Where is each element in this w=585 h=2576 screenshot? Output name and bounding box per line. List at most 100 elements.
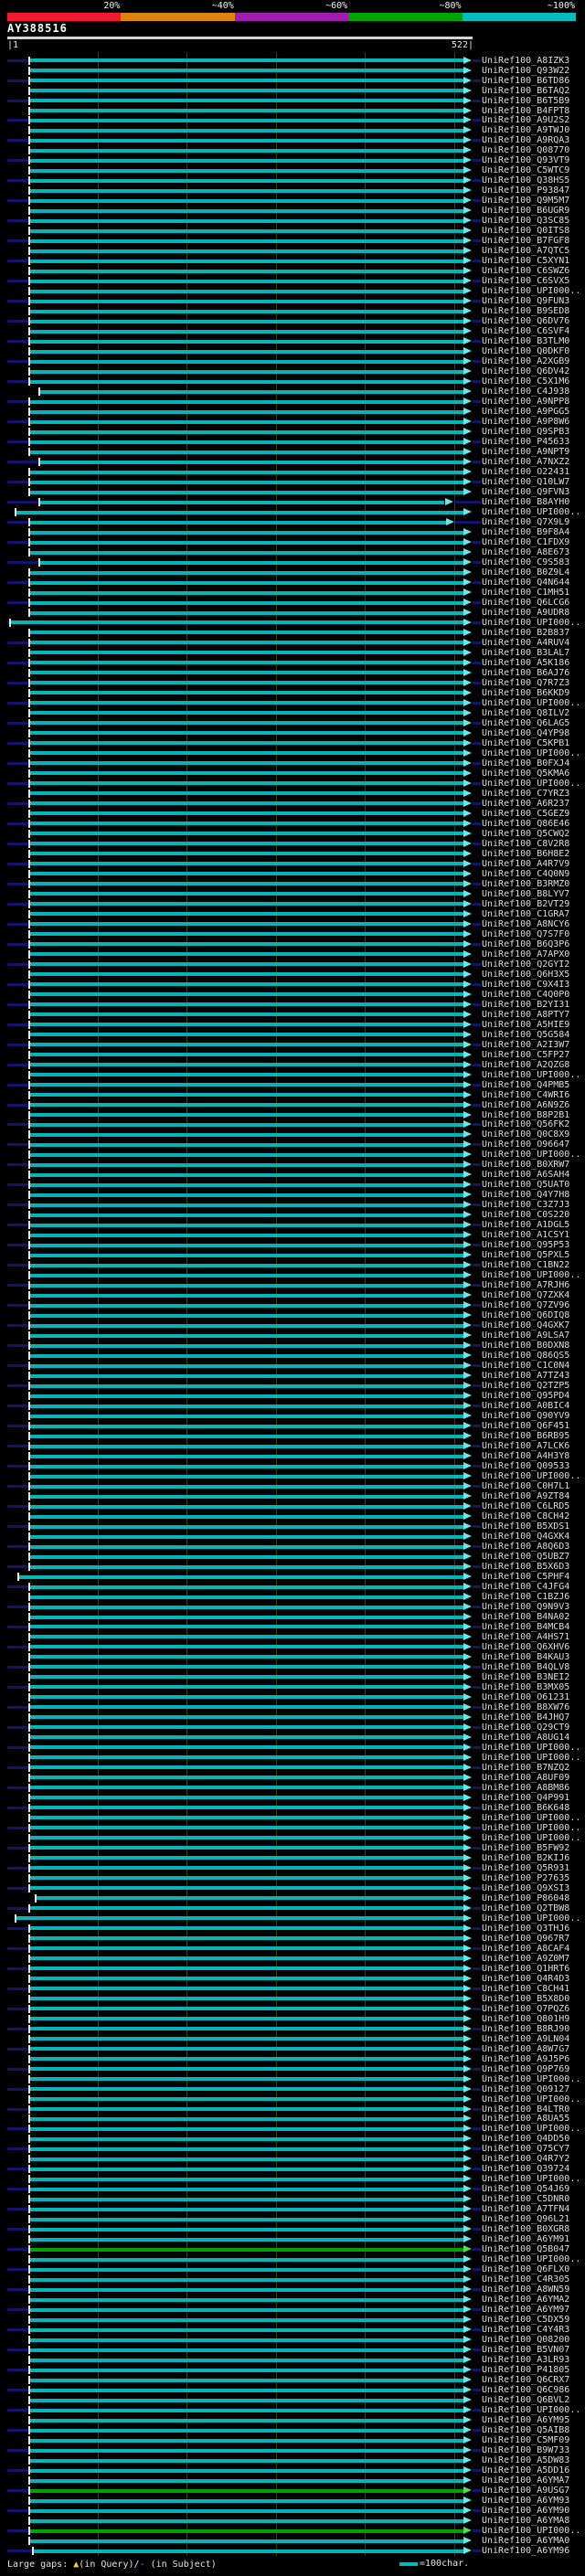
hit-bar[interactable] bbox=[30, 761, 463, 766]
alignment-row[interactable]: UniRef100_Q9N9V3 bbox=[0, 1602, 585, 1612]
hit-label[interactable]: UniRef100_B6K648 bbox=[482, 1802, 570, 1813]
alignment-row[interactable]: UniRef100_Q4GXK4 bbox=[0, 1532, 585, 1542]
hit-bar[interactable] bbox=[30, 2398, 463, 2402]
hit-label[interactable]: UniRef100_B0DXN8 bbox=[482, 1341, 570, 1352]
hit-bar[interactable] bbox=[30, 480, 463, 484]
alignment-row[interactable]: UniRef100_B7FGF8 bbox=[0, 236, 585, 246]
hit-label[interactable]: UniRef100_Q5AIB8 bbox=[482, 2425, 570, 2436]
alignment-row[interactable]: UniRef100_C9X4I3 bbox=[0, 980, 585, 990]
alignment-row[interactable]: UniRef100_Q93W22 bbox=[0, 66, 585, 76]
alignment-row[interactable]: UniRef100_Q38HS5 bbox=[0, 175, 585, 186]
alignment-row[interactable]: UniRef100_Q5UBZ7 bbox=[0, 1552, 585, 1562]
hit-label[interactable]: UniRef100_Q9P769 bbox=[482, 2063, 570, 2074]
hit-label[interactable]: UniRef100_A6YMA2 bbox=[482, 2295, 570, 2306]
alignment-row[interactable]: UniRef100_Q3THJ6 bbox=[0, 1924, 585, 1934]
hit-bar[interactable] bbox=[30, 1182, 463, 1187]
alignment-row[interactable]: UniRef100_P86048 bbox=[0, 1893, 585, 1903]
hit-label[interactable]: UniRef100_Q0ITS8 bbox=[482, 226, 570, 237]
hit-bar[interactable] bbox=[30, 520, 447, 525]
hit-label[interactable]: UniRef100_B6TD86 bbox=[482, 75, 570, 86]
alignment-row[interactable]: UniRef100_Q6DIQ8 bbox=[0, 1310, 585, 1320]
hit-label[interactable]: UniRef100_A8NCY6 bbox=[482, 918, 570, 929]
alignment-row[interactable]: UniRef100_Q8ILV2 bbox=[0, 708, 585, 718]
hit-bar[interactable] bbox=[40, 389, 463, 394]
hit-bar[interactable] bbox=[30, 79, 463, 82]
hit-bar[interactable] bbox=[30, 1605, 463, 1609]
hit-label[interactable]: UniRef100_UPI000.. bbox=[482, 1270, 581, 1281]
hit-label[interactable]: UniRef100_A7APX0 bbox=[482, 949, 570, 959]
alignment-row[interactable]: UniRef100_Q5B047 bbox=[0, 2244, 585, 2254]
alignment-row[interactable]: UniRef100_Q09127 bbox=[0, 2084, 585, 2094]
hit-label[interactable]: UniRef100_UPI000.. bbox=[482, 1069, 581, 1080]
hit-bar[interactable] bbox=[30, 369, 463, 374]
hit-bar[interactable] bbox=[30, 109, 463, 112]
alignment-row[interactable]: UniRef100_Q56FK2 bbox=[0, 1119, 585, 1129]
hit-label[interactable]: UniRef100_Q6BVL2 bbox=[482, 2395, 570, 2406]
hit-label[interactable]: UniRef100_B3RMZ0 bbox=[482, 878, 570, 889]
hit-label[interactable]: UniRef100_A1DGL5 bbox=[482, 1220, 570, 1231]
hit-bar[interactable] bbox=[30, 440, 463, 444]
alignment-row[interactable]: UniRef100_A9USG7 bbox=[0, 2486, 585, 2496]
hit-label[interactable]: UniRef100_A9RQA3 bbox=[482, 135, 570, 146]
hit-bar[interactable] bbox=[30, 450, 463, 454]
hit-bar[interactable] bbox=[30, 1023, 463, 1026]
hit-bar[interactable] bbox=[30, 1424, 463, 1428]
hit-label[interactable]: UniRef100_A6YMA7 bbox=[482, 2475, 570, 2486]
hit-label[interactable]: UniRef100_A5K186 bbox=[482, 657, 570, 668]
hit-bar[interactable] bbox=[30, 681, 463, 685]
alignment-row[interactable]: UniRef100_B3NEI2 bbox=[0, 1672, 585, 1682]
hit-bar[interactable] bbox=[30, 319, 463, 323]
alignment-row[interactable]: UniRef100_A7APX0 bbox=[0, 949, 585, 959]
hit-bar[interactable] bbox=[30, 1454, 463, 1458]
hit-label[interactable]: UniRef100_UPI000.. bbox=[482, 2526, 581, 2536]
alignment-row[interactable]: UniRef100_A9UDR8 bbox=[0, 608, 585, 618]
hit-label[interactable]: UniRef100_A4HS71 bbox=[482, 1631, 570, 1642]
hit-label[interactable]: UniRef100_Q9M5M7 bbox=[482, 196, 570, 207]
hit-label[interactable]: UniRef100_Q08200 bbox=[482, 2335, 570, 2346]
alignment-row[interactable]: UniRef100_Q93VT9 bbox=[0, 155, 585, 165]
alignment-row[interactable]: UniRef100_UPI000.. bbox=[0, 286, 585, 296]
hit-bar[interactable] bbox=[30, 1715, 463, 1720]
hit-label[interactable]: UniRef100_B6UGR9 bbox=[482, 206, 570, 217]
alignment-row[interactable]: UniRef100_A9NPT9 bbox=[0, 447, 585, 457]
hit-label[interactable]: UniRef100_UPI000.. bbox=[482, 1150, 581, 1161]
alignment-row[interactable]: UniRef100_C1FDX9 bbox=[0, 537, 585, 547]
hit-label[interactable]: UniRef100_A8CAF4 bbox=[482, 1943, 570, 1954]
hit-bar[interactable] bbox=[30, 1223, 463, 1227]
alignment-row[interactable]: UniRef100_Q6DV76 bbox=[0, 316, 585, 326]
hit-bar[interactable] bbox=[30, 982, 463, 987]
hit-bar[interactable] bbox=[30, 1906, 463, 1911]
alignment-row[interactable]: UniRef100_Q08770 bbox=[0, 145, 585, 155]
hit-label[interactable]: UniRef100_Q801H9 bbox=[482, 2013, 570, 2024]
alignment-row[interactable]: UniRef100_A9LSA7 bbox=[0, 1330, 585, 1341]
hit-bar[interactable] bbox=[30, 822, 463, 826]
hit-bar[interactable] bbox=[30, 711, 463, 716]
hit-bar[interactable] bbox=[30, 1283, 463, 1288]
alignment-row[interactable]: UniRef100_A9Z0M7 bbox=[0, 1954, 585, 1964]
hit-bar[interactable] bbox=[30, 299, 463, 303]
hit-bar[interactable] bbox=[30, 1083, 463, 1087]
hit-label[interactable]: UniRef100_A2I3W7 bbox=[482, 1039, 570, 1050]
alignment-row[interactable]: UniRef100_C4R305 bbox=[0, 2274, 585, 2284]
alignment-row[interactable]: UniRef100_A6YM91 bbox=[0, 2234, 585, 2244]
hit-bar[interactable] bbox=[30, 58, 463, 62]
alignment-row[interactable]: UniRef100_B6H8E2 bbox=[0, 849, 585, 859]
hit-bar[interactable] bbox=[30, 1615, 463, 1619]
hit-bar[interactable] bbox=[30, 1966, 463, 1971]
alignment-row[interactable]: UniRef100_Q0ITS8 bbox=[0, 226, 585, 236]
hit-label[interactable]: UniRef100_B7NZQ2 bbox=[482, 1762, 570, 1773]
alignment-row[interactable]: UniRef100_A4H3Y8 bbox=[0, 1451, 585, 1461]
hit-bar[interactable] bbox=[30, 2087, 463, 2091]
hit-label[interactable]: UniRef100_Q10LW7 bbox=[482, 477, 570, 488]
alignment-row[interactable]: UniRef100_Q801H9 bbox=[0, 2014, 585, 2024]
hit-bar[interactable] bbox=[30, 811, 463, 816]
hit-bar[interactable] bbox=[30, 1745, 463, 1750]
hit-bar[interactable] bbox=[30, 2067, 463, 2071]
hit-label[interactable]: UniRef100_A8WN59 bbox=[482, 2284, 570, 2295]
alignment-row[interactable]: UniRef100_Q7PQZ6 bbox=[0, 2004, 585, 2014]
hit-bar[interactable] bbox=[30, 118, 463, 122]
alignment-row[interactable]: UniRef100_B4KAU3 bbox=[0, 1652, 585, 1662]
hit-label[interactable]: UniRef100_C6SVF4 bbox=[482, 326, 570, 337]
hit-label[interactable]: UniRef100_A7LCK6 bbox=[482, 1441, 570, 1452]
hit-bar[interactable] bbox=[30, 1936, 463, 1941]
